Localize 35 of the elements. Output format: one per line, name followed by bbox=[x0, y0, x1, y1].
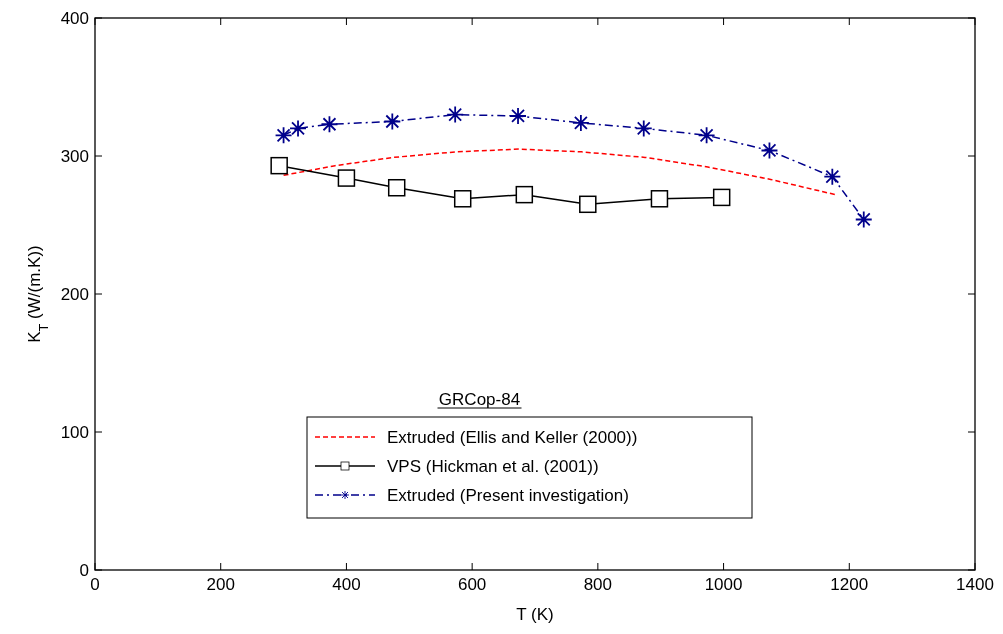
y-tick-label: 200 bbox=[60, 285, 89, 304]
point bbox=[579, 195, 597, 214]
point bbox=[634, 119, 653, 138]
point bbox=[509, 107, 527, 125]
x-tick-label: 1200 bbox=[830, 575, 869, 594]
point bbox=[453, 190, 472, 208]
point bbox=[854, 210, 873, 229]
legend-label: Extruded (Present investigation) bbox=[387, 486, 629, 505]
point bbox=[650, 190, 669, 208]
point bbox=[712, 188, 731, 207]
point bbox=[697, 126, 716, 145]
legend-title: GRCop-84 bbox=[438, 390, 521, 409]
y-tick-label: 400 bbox=[60, 9, 89, 28]
y-tick-label: 0 bbox=[79, 561, 89, 580]
legend-label: VPS (Hickman et al. (2001)) bbox=[387, 457, 599, 476]
y-tick-label: 300 bbox=[60, 147, 89, 166]
point bbox=[446, 105, 465, 124]
point bbox=[270, 156, 288, 175]
point bbox=[823, 167, 842, 186]
x-tick-label: 1000 bbox=[704, 575, 743, 594]
point bbox=[387, 178, 406, 197]
x-tick-label: 1400 bbox=[956, 575, 994, 594]
point bbox=[515, 185, 534, 204]
x-tick-label: 600 bbox=[457, 575, 487, 594]
x-tick-label: 800 bbox=[583, 575, 613, 594]
point bbox=[320, 115, 339, 134]
point bbox=[571, 113, 590, 132]
legend-label: Extruded (Ellis and Keller (2000)) bbox=[387, 428, 638, 447]
x-tick-label: 200 bbox=[206, 575, 235, 594]
x-tick-label: 400 bbox=[332, 575, 361, 594]
point bbox=[383, 112, 402, 131]
y-tick-label: 100 bbox=[60, 423, 89, 442]
point bbox=[337, 169, 356, 187]
x-axis-title: T (K) bbox=[516, 605, 554, 624]
point bbox=[760, 141, 779, 160]
